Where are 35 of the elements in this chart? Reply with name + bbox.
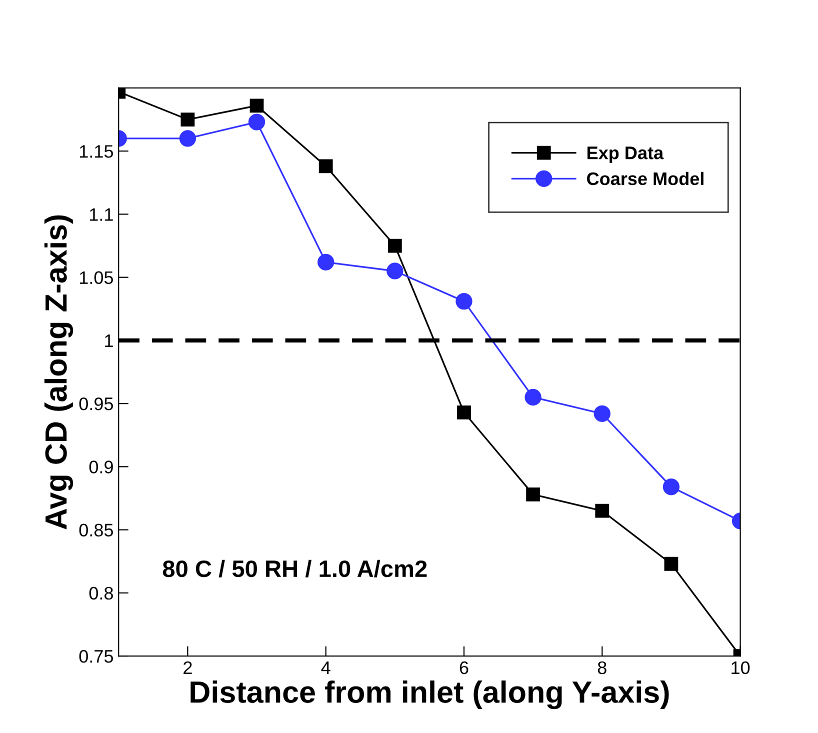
point (595, 504, 610, 518)
point (456, 292, 472, 310)
point (180, 112, 195, 126)
point (386, 262, 404, 280)
x-tick-label: 6 (460, 661, 468, 674)
point (250, 98, 264, 113)
point (524, 388, 542, 406)
x-axis-title: Distance from inlet (along Y-axis) (190, 680, 669, 710)
y-tick-label: 0.85 (79, 524, 113, 537)
point (526, 488, 540, 502)
point (248, 114, 266, 130)
x-tick-label: 4 (321, 662, 330, 674)
legend-label: Coarse Model (587, 172, 704, 186)
y-axis-title: Avg CD (along Z-axis) (44, 215, 74, 530)
point (388, 238, 402, 253)
point (662, 478, 680, 496)
y-tick-label: 0.75 (79, 650, 113, 663)
point (594, 405, 610, 422)
y-tick-label: 1.05 (80, 271, 113, 284)
y-tick-label: 0.9 (89, 460, 113, 474)
x-tick-label: 2 (184, 661, 192, 674)
legend-label: Exp Data (588, 146, 664, 163)
point (318, 159, 333, 174)
y-tick-label: 1 (105, 334, 113, 347)
y-tick-label: 0.95 (79, 397, 113, 410)
point (318, 254, 334, 271)
y-tick-label: 1.1 (90, 208, 113, 221)
point (179, 130, 196, 147)
x-tick-label: 10 (732, 661, 750, 674)
y-tick-label: 0.8 (89, 586, 113, 600)
y-tick-label: 1.15 (80, 145, 113, 158)
x-tick-label: 8 (598, 661, 606, 674)
annotation: 80 C / 50 RH / 1.0 A/cm2 (162, 560, 427, 578)
point (664, 556, 678, 571)
point (457, 405, 471, 420)
